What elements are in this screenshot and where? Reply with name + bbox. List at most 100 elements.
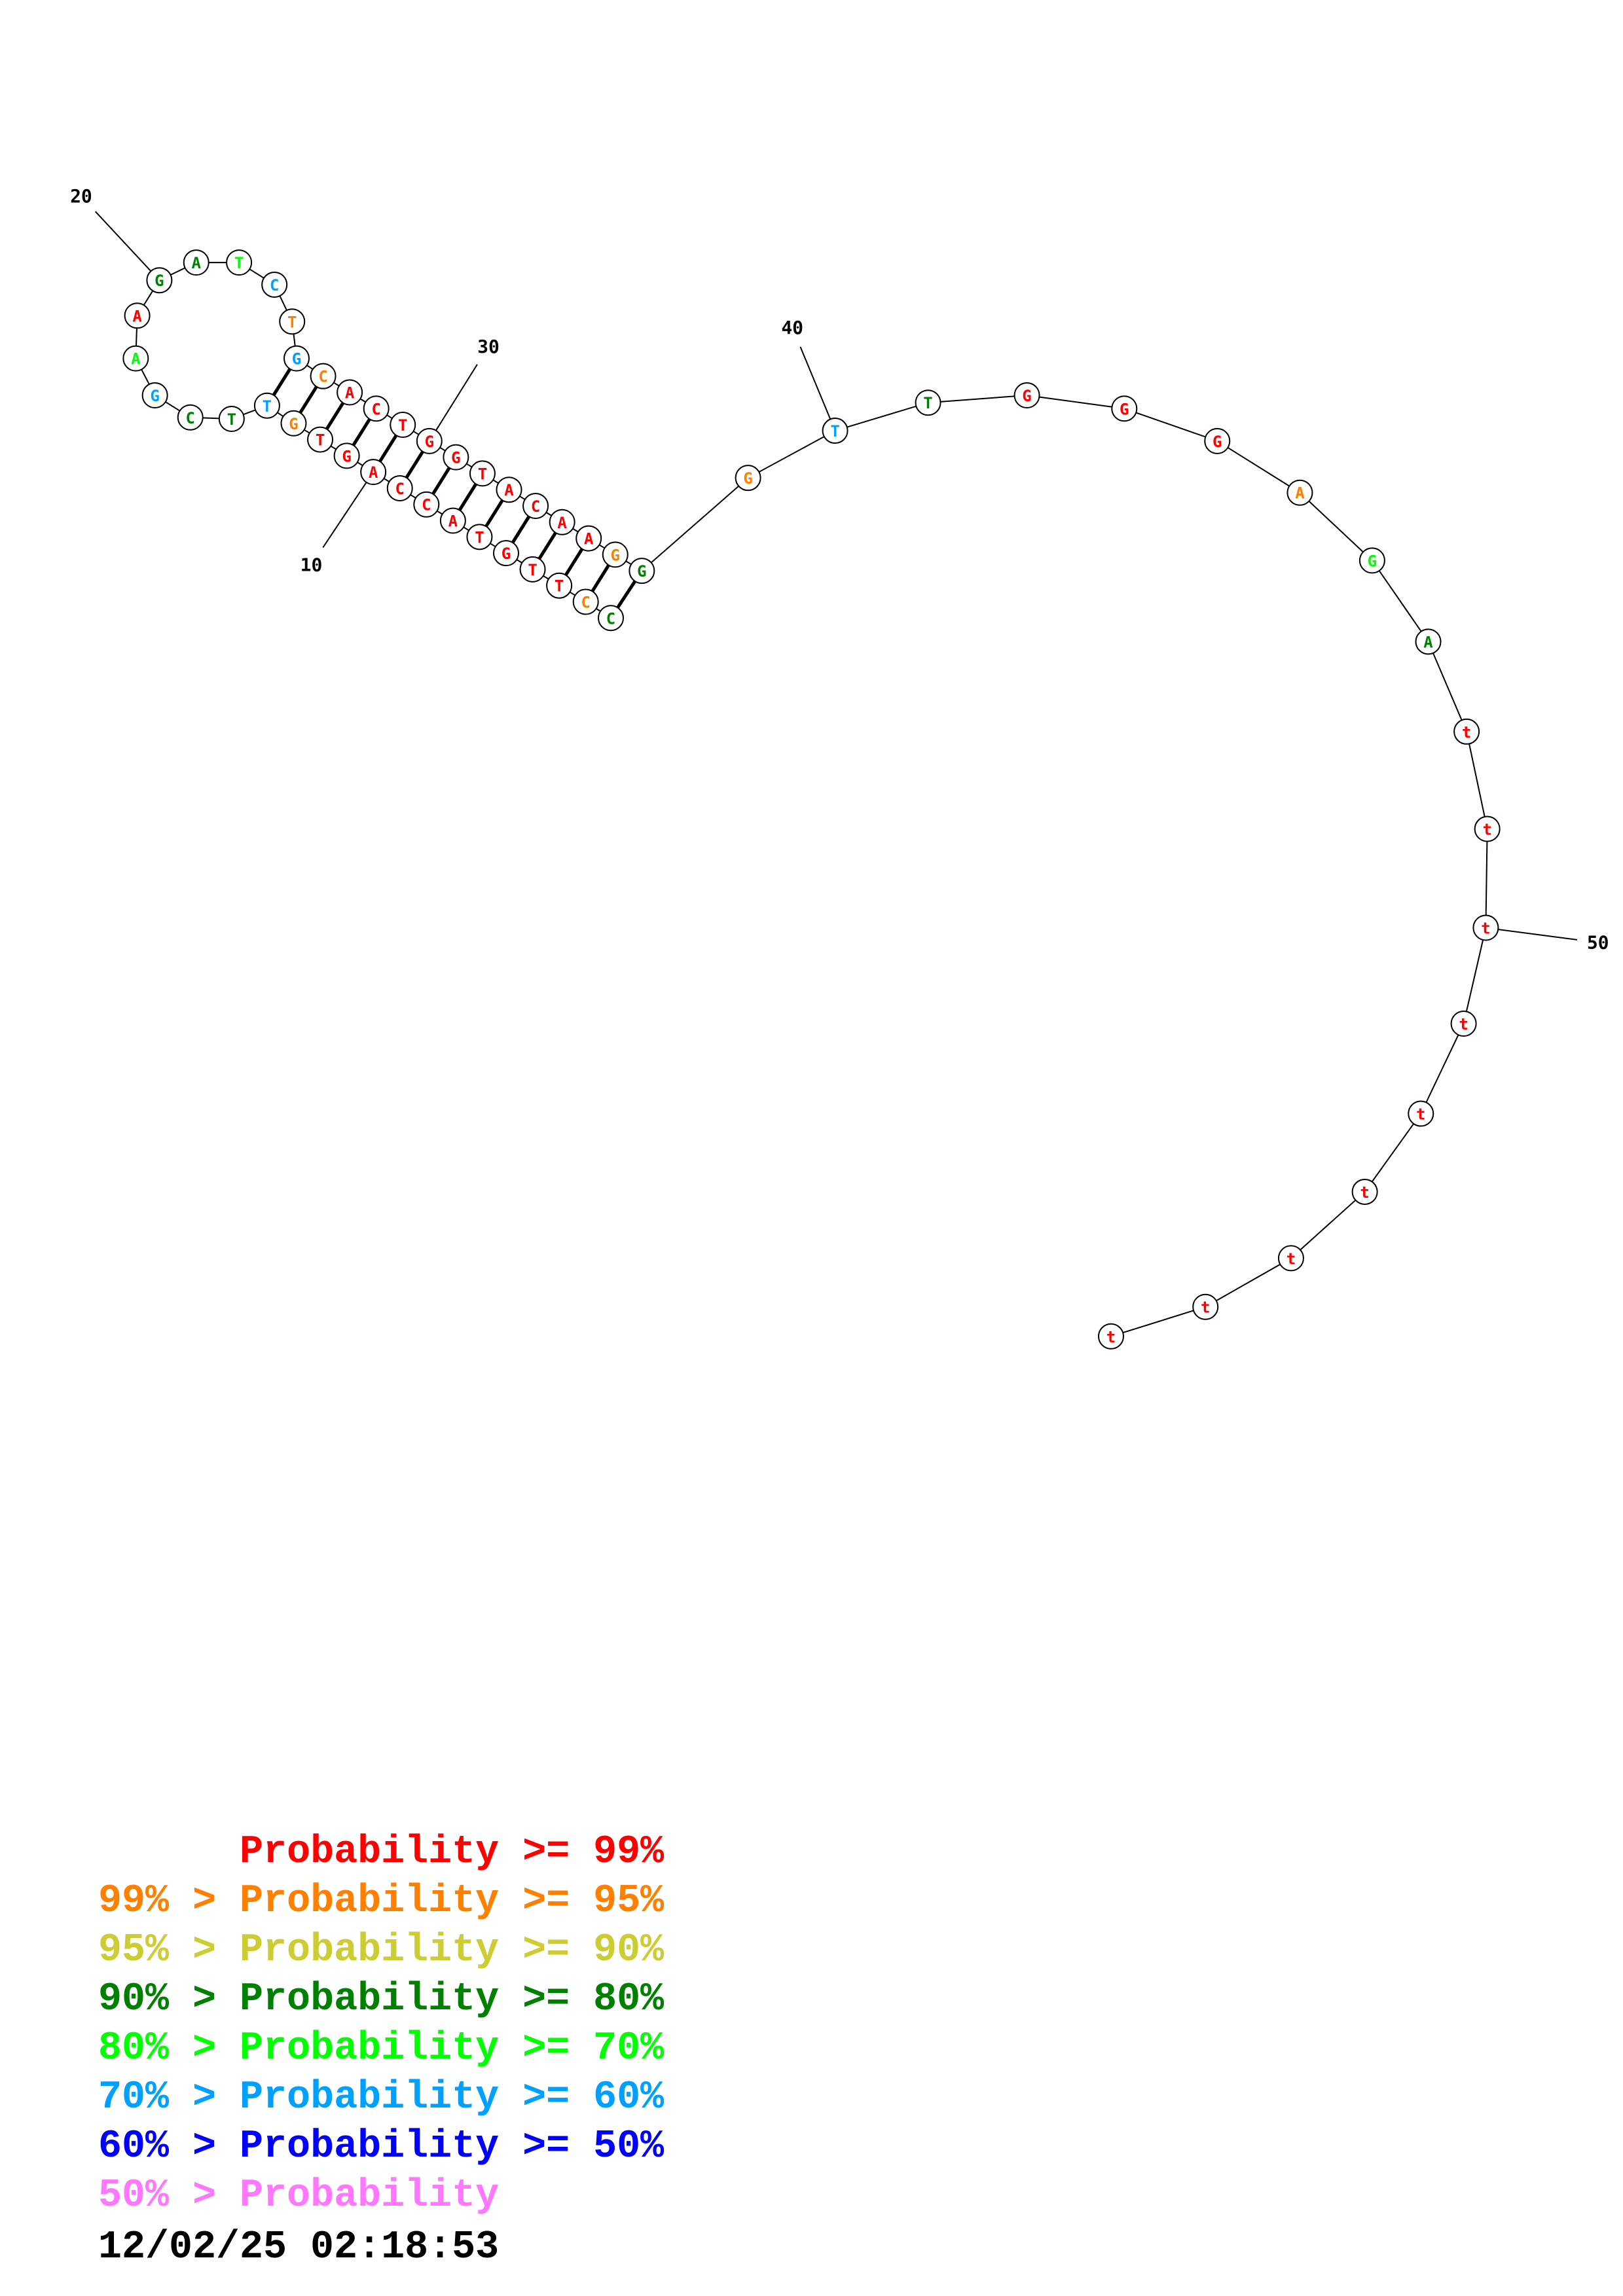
nucleotide: A — [337, 379, 363, 406]
legend-label: Probability >= 70% — [240, 2026, 665, 2071]
nucleotide-letter: G — [1213, 433, 1222, 451]
nucleotide-letter: A — [369, 463, 378, 482]
nucleotide-circle — [360, 459, 387, 486]
legend-threshold-prefix: 50% > — [98, 2174, 240, 2218]
nucleotide-letter: t — [1459, 1015, 1468, 1033]
nucleotide-letter: C — [606, 609, 615, 628]
nucleotide: A — [1286, 479, 1313, 506]
nucleotide-letter: G — [292, 350, 301, 368]
nucleotide: A — [1415, 628, 1442, 655]
nucleotide-letter: A — [132, 307, 142, 325]
nucleotide-circle — [1204, 427, 1231, 454]
nucleotide: T — [279, 308, 306, 335]
nucleotide-circle — [413, 491, 440, 518]
legend-row: 60% > Probability >= 50% — [98, 2127, 664, 2166]
nucleotide: C — [177, 404, 204, 431]
nucleotide-circle — [333, 442, 360, 469]
nucleotide-letter: T — [316, 431, 325, 450]
nucleotide: t — [1408, 1100, 1434, 1127]
nucleotide-letter: G — [451, 449, 460, 467]
timestamp: 12/02/25 02:18:53 — [98, 2225, 500, 2270]
nucleotide: T — [822, 418, 848, 444]
nucleotide: T — [307, 426, 334, 453]
nucleotide-letter: G — [155, 272, 164, 290]
nucleotide: G — [146, 267, 173, 294]
nucleotide: G — [492, 540, 519, 567]
nucleotide-letter: A — [1423, 633, 1433, 651]
backbone-segment — [1110, 1306, 1206, 1337]
nucleotide-circle — [177, 404, 204, 431]
legend-label: Probability >= 95% — [240, 1879, 665, 1924]
nucleotide-letter: G — [743, 469, 752, 488]
nucleotide: T — [218, 406, 245, 433]
nucleotide-letter: C — [422, 496, 431, 514]
position-label-layer: 10 20 30 40 50 — [70, 185, 1609, 953]
backbone-segment — [1027, 394, 1125, 410]
nucleotide-letter: A — [448, 512, 458, 531]
legend-threshold-prefix: 60% > — [98, 2125, 240, 2169]
nucleotide: A — [439, 507, 466, 534]
legend-threshold-prefix: 95% > — [98, 1928, 240, 1973]
legend-threshold-prefix: 90% > — [98, 1977, 240, 2022]
nucleotide-circle — [218, 406, 245, 433]
nucleotide: t — [1450, 1011, 1477, 1037]
nucleotide-circle — [469, 460, 496, 487]
nucleotide-circle — [307, 426, 334, 453]
nucleotide-letter: t — [1201, 1299, 1210, 1317]
nucleotide-circle — [1415, 628, 1442, 655]
legend-row: 50% > Probability — [98, 2176, 499, 2215]
nucleotide: G — [1204, 427, 1231, 454]
nucleotide: C — [413, 491, 440, 518]
nucleotide-circle — [549, 509, 575, 535]
nucleotide-letter: T — [528, 561, 537, 579]
nucleotide-letter: T — [475, 528, 484, 547]
nucleotide: C — [261, 271, 288, 298]
nucleotide-circle — [416, 427, 443, 454]
nucleotide: G — [1359, 547, 1385, 574]
nucleotide-letter: G — [637, 562, 646, 581]
legend-label: Probability >= 60% — [240, 2075, 665, 2120]
nucleotide-circle — [261, 271, 288, 298]
nucleotide-letter: C — [531, 497, 540, 516]
nucleotide: G — [629, 558, 655, 584]
nucleotide-letter: G — [611, 546, 620, 564]
nucleotide-letter: t — [1481, 920, 1490, 938]
nucleotide-letter: A — [584, 530, 594, 548]
nucleotide-letter: C — [270, 276, 279, 295]
backbone-segment — [1420, 1023, 1465, 1114]
nucleotide-circle — [572, 588, 599, 615]
position-label: 20 — [70, 185, 92, 207]
backbone-segment — [1216, 440, 1300, 493]
nucleotide-circle — [1192, 1293, 1219, 1320]
nucleotide-letter: t — [1286, 1249, 1296, 1268]
nucleotide-circle — [390, 412, 416, 439]
nucleotide-letter: t — [1106, 1328, 1116, 1346]
position-label: 50 — [1587, 932, 1609, 954]
backbone-segment — [1427, 641, 1468, 732]
nucleotide: G — [141, 382, 168, 408]
nucleotide-circle — [915, 389, 941, 416]
legend-threshold-prefix — [98, 1830, 240, 1874]
nucleotide: t — [1192, 1293, 1219, 1320]
nucleotide: t — [1277, 1245, 1304, 1272]
nucleotide-letter: T — [227, 410, 236, 429]
nucleotide: C — [363, 395, 390, 422]
nucleotide: A — [496, 476, 522, 503]
position-label: 40 — [781, 317, 803, 338]
nucleotide-circle — [253, 392, 280, 419]
nucleotide: G — [416, 427, 443, 454]
nucleotide-circle — [602, 541, 629, 568]
backbone-segment — [1364, 1113, 1422, 1193]
nucleotide: G — [333, 442, 360, 469]
nucleotide-letter: G — [1368, 552, 1377, 570]
backbone-layer — [135, 262, 1488, 1337]
legend-threshold-prefix: 99% > — [98, 1879, 240, 1924]
nucleotide-letter: C — [318, 368, 327, 386]
position-tick — [1486, 927, 1578, 941]
nucleotide-letter: C — [185, 409, 194, 427]
nucleotide-circle — [1277, 1245, 1304, 1272]
position-tick — [95, 211, 160, 281]
nucleotide-letter: T — [923, 394, 932, 412]
nucleotide: t — [1453, 718, 1480, 745]
